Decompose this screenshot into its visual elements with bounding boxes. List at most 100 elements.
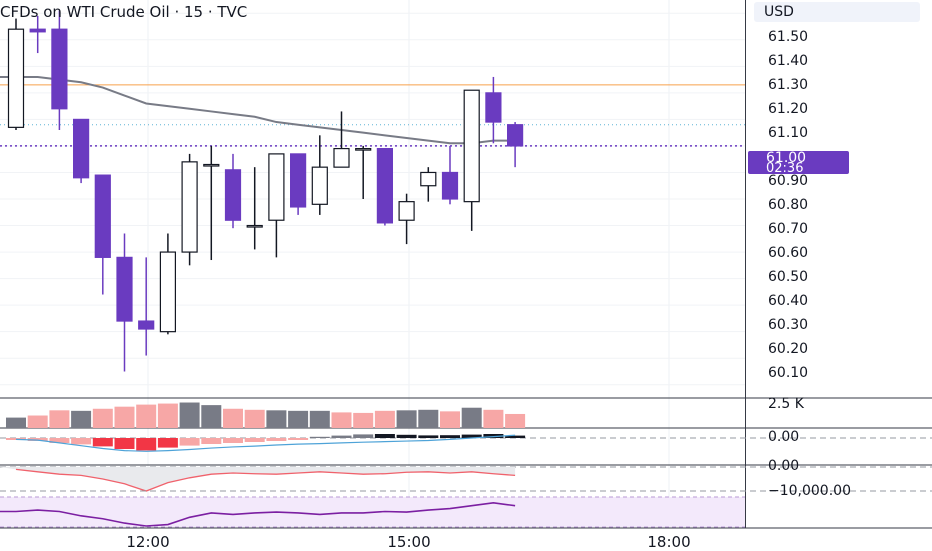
volume-bar [396,410,417,428]
candle-body [29,28,46,33]
price-tick: 60.50 [768,269,809,285]
candle-body [268,153,285,221]
macd-histogram-bar [505,435,526,438]
volume-bar [92,408,113,428]
macd-histogram-bar [309,436,330,438]
macd-histogram-bar [71,438,92,445]
oscillator-axis-zero: 0.00 [768,458,800,474]
candle-body [463,89,480,203]
candle-body [72,118,90,179]
price-tick: 60.70 [768,221,809,237]
currency-button[interactable]: USD [754,2,920,22]
price-tick: 60.40 [768,293,809,309]
macd-histogram-bar [353,434,374,438]
volume-bar [331,412,352,428]
volume-bar [49,410,70,428]
volume-bar [461,407,482,428]
chart-title: CFDs on WTI Crude Oil · 15 · TVC [0,3,248,21]
candle-body [138,320,155,330]
price-tick: 61.20 [768,101,809,117]
macd-histogram-bar [92,438,113,447]
volume-bar [71,410,92,428]
price-tick: 60.20 [768,341,809,357]
macd-histogram-bar [461,434,482,438]
volume-bar [223,408,243,428]
price-tick: 61.50 [768,29,809,45]
candle-body [420,171,437,187]
candle-body [159,251,176,333]
macd-histogram-bar [157,438,178,448]
last-price-value: 61.00 [766,150,807,166]
last-price-label: 61.00 02:36 [748,150,849,176]
macd-histogram-bar [49,438,70,443]
volume-bar [266,410,287,428]
macd-histogram-bar [331,435,352,438]
macd-line [15,434,516,452]
volume-bar [6,417,26,428]
volume-bar [114,406,135,428]
time-label: 18:00 [647,533,691,551]
price-tick: 60.60 [768,245,809,261]
candle-body [441,171,459,200]
volume-bar [157,403,178,428]
volume-bar [505,413,526,428]
macd-histogram-bar [266,438,287,441]
rsi-line [0,501,516,527]
volume-bar [179,402,200,428]
volume-bar [483,409,504,428]
candle-body [224,169,242,221]
bar-countdown: 02:36 [766,161,804,176]
macd-histogram-bar [374,434,395,438]
macd-histogram-bar [440,435,460,438]
price-tick: 61.10 [768,125,809,141]
volume-bar [353,412,374,428]
volume-axis-tick: 2.5 K [768,396,804,412]
time-label: 12:00 [126,533,170,551]
price-tick: 60.90 [768,173,809,189]
candle-body [94,174,111,258]
macd-histogram-bar [244,438,265,442]
price-tick: 60.10 [768,365,809,381]
time-label: 15:00 [387,533,431,551]
macd-histogram-bar [288,438,309,440]
candle-body [181,161,198,253]
candle-body [246,224,263,228]
macd-histogram-bar [201,438,222,444]
macd-histogram-bar [136,438,157,451]
candle-body [290,153,307,208]
oscillator-axis-low: −10,000.00 [768,483,851,499]
price-tick: 61.40 [768,53,809,69]
candle-body [51,28,68,110]
volume-bar [374,410,395,428]
candle-body [311,166,328,205]
oscillator-area [0,467,516,491]
volume-bar [201,405,222,428]
macd-histogram-bar [179,438,200,446]
macd-axis-zero: 0.00 [768,429,800,445]
macd-histogram-bar [418,435,439,438]
volume-bar [309,410,330,428]
price-tick: 61.30 [768,77,809,93]
candle-body [485,92,502,123]
macd-histogram-bar [114,438,135,449]
candle-body [333,147,350,168]
volume-bar [136,404,157,428]
candle-body [507,124,524,147]
volume-bar [418,409,439,428]
volume-bar [244,409,265,428]
price-tick: 60.30 [768,317,809,333]
volume-bar [440,411,460,428]
price-tick: 60.80 [768,197,809,213]
volume-bar [27,415,48,428]
candle-body [7,28,25,128]
candle-body [203,163,220,167]
oscillator-line [15,468,516,492]
macd-histogram-bar [396,434,417,438]
macd-histogram-bar [223,438,243,443]
candle-body [116,256,133,322]
volume-bar [288,410,309,428]
candle-body [376,147,393,224]
moving-average-line [0,75,516,145]
macd-histogram-bar [6,438,26,440]
